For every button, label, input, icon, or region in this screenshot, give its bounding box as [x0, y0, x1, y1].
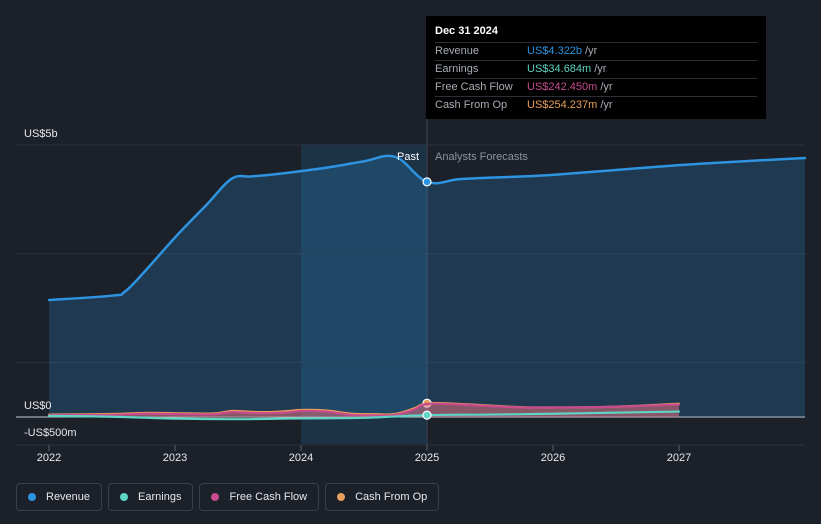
y-axis-label: US$5b — [24, 128, 58, 140]
tooltip-label: Earnings — [435, 63, 479, 75]
legend-dot-icon — [28, 493, 36, 501]
tooltip-label: Free Cash Flow — [435, 81, 513, 93]
series-area-revenue — [49, 155, 805, 417]
legend: Revenue Earnings Free Cash Flow Cash Fro… — [16, 483, 440, 511]
legend-label: Free Cash Flow — [229, 491, 308, 503]
tooltip-row-earnings: Earnings US$34.684m /yr — [435, 60, 757, 78]
x-tick-label: 2022 — [37, 452, 61, 464]
past-label: Past — [397, 151, 419, 163]
tooltip-label: Cash From Op — [435, 99, 508, 111]
tooltip-row-cash-from-op: Cash From Op US$254.237m /yr — [435, 96, 757, 114]
tooltip-value: US$242.450m — [527, 81, 598, 93]
x-tick-label: 2027 — [667, 452, 691, 464]
tooltip-value: US$4.322b — [527, 45, 583, 57]
legend-label: Revenue — [46, 491, 91, 503]
legend-item-earnings[interactable]: Earnings — [108, 483, 194, 511]
x-tick-label: 2024 — [289, 452, 313, 464]
x-tick-label: 2026 — [541, 452, 565, 464]
legend-dot-icon — [337, 493, 346, 501]
tooltip-unit: /yr — [600, 81, 613, 93]
series-line-earnings — [47, 410, 681, 421]
x-tick-label: 2023 — [163, 452, 187, 464]
tooltip-unit: /yr — [594, 63, 607, 75]
legend-item-cash-from-op[interactable]: Cash From Op — [325, 483, 440, 511]
y-axis-label: US$0 — [24, 400, 52, 412]
highlight-band — [301, 144, 427, 444]
series-marker-earnings — [422, 410, 432, 420]
tooltip-unit: /yr — [585, 45, 598, 57]
forecast-label: Analysts Forecasts — [435, 151, 528, 163]
x-tick-label: 2025 — [415, 452, 439, 464]
legend-item-revenue[interactable]: Revenue — [16, 483, 103, 511]
tooltip-row-free-cash-flow: Free Cash Flow US$242.450m /yr — [435, 78, 757, 96]
tooltip: Dec 31 2024 Revenue US$4.322b /yr Earnin… — [426, 16, 766, 119]
legend-dot-icon — [120, 493, 129, 501]
tooltip-row-revenue: Revenue US$4.322b /yr — [435, 42, 757, 60]
legend-label: Earnings — [138, 491, 182, 503]
series-line-free-cash-flow — [47, 402, 681, 417]
series-line-revenue — [47, 154, 807, 302]
tooltip-value: US$34.684m — [527, 63, 592, 75]
legend-item-free-cash-flow[interactable]: Free Cash Flow — [199, 483, 320, 511]
y-axis-label: -US$500m — [24, 427, 77, 439]
series-marker-revenue — [422, 177, 432, 187]
tooltip-value: US$254.237m — [527, 99, 598, 111]
legend-label: Cash From Op — [355, 491, 428, 503]
tooltip-date: Dec 31 2024 — [435, 25, 498, 37]
legend-dot-icon — [211, 493, 220, 501]
tooltip-unit: /yr — [600, 99, 613, 111]
tooltip-label: Revenue — [435, 45, 480, 57]
